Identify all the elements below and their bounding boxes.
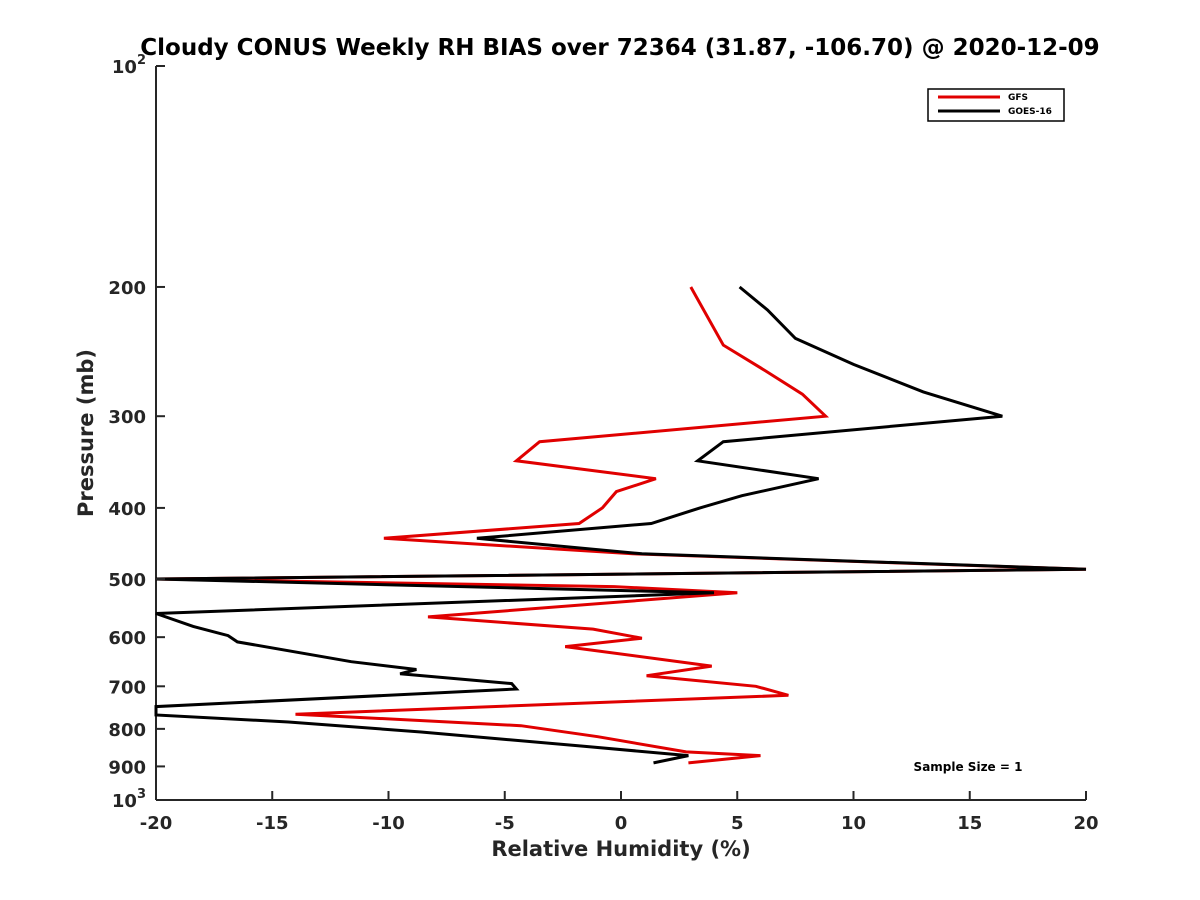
x-axis-ticks: -20 -15 -10 -5 0 5 10 15 20	[140, 791, 1099, 834]
x-tick-label: 0	[615, 813, 628, 834]
y-tick-label: 700	[108, 677, 146, 698]
legend: GFS GOES-16	[927, 88, 1065, 122]
series-line-goes-16	[154, 285, 1087, 765]
x-tick-label: -10	[372, 813, 405, 834]
y-tick-label: 900	[108, 757, 146, 778]
legend-label-goes-16: GOES-16	[1008, 107, 1052, 117]
x-tick-label: 20	[1073, 813, 1098, 834]
legend-label-gfs: GFS	[1008, 93, 1028, 103]
y-axis-label: Pressure (mb)	[74, 349, 98, 517]
y-tick-label: 500	[108, 570, 146, 591]
x-tick-label: -5	[495, 813, 515, 834]
y-axis-ticks: 200 300 400 500 600 700 800 900 102 103	[108, 53, 165, 812]
x-tick-label: 5	[731, 813, 744, 834]
x-tick-label: -15	[256, 813, 289, 834]
legend-entries: GFS GOES-16	[938, 93, 1052, 117]
y-tick-label: 300	[108, 407, 146, 428]
y-tick-label: 400	[108, 499, 146, 520]
x-tick-label: 10	[841, 813, 866, 834]
x-tick-label: 15	[957, 813, 982, 834]
y-tick-label: 103	[112, 787, 146, 812]
sample-size-annotation: Sample Size = 1	[914, 760, 1023, 774]
legend-box	[927, 88, 1065, 122]
y-tick-label: 200	[108, 278, 146, 299]
y-tick-label: 102	[112, 53, 146, 78]
series-line-gfs	[155, 286, 1087, 765]
y-tick-label: 800	[108, 720, 146, 741]
x-axis-label: Relative Humidity (%)	[491, 837, 750, 861]
x-tick-label: -20	[140, 813, 173, 834]
series-layer	[154, 285, 1087, 765]
y-tick-label: 600	[108, 628, 146, 649]
chart-title: Cloudy CONUS Weekly RH BIAS over 72364 (…	[140, 35, 1099, 61]
